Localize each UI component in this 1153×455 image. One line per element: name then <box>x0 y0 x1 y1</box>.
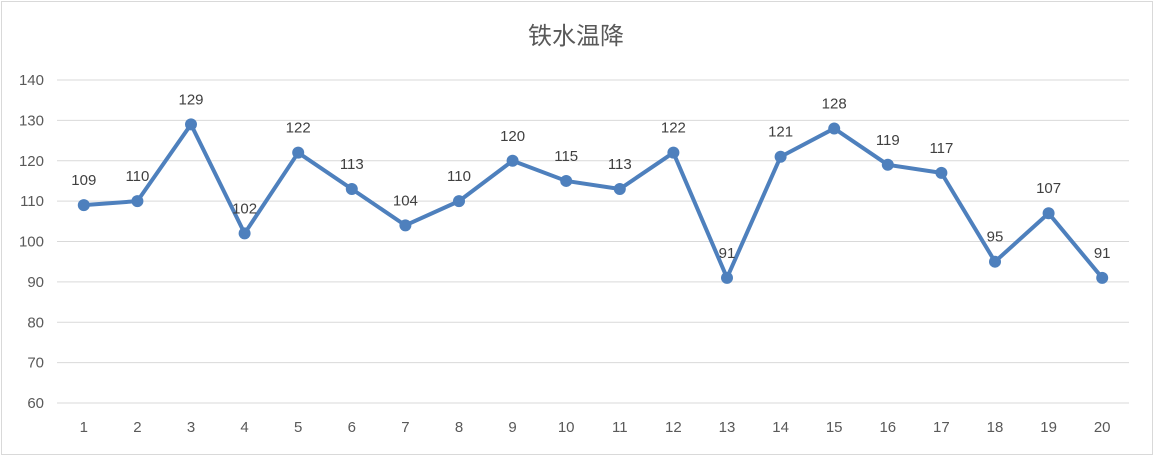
data-label: 95 <box>987 229 1004 246</box>
data-point <box>1042 207 1055 220</box>
x-axis-ticks: 1 2 3 4 5 6 7 8 9 10 11 12 13 14 15 16 17 18 19 20 <box>80 419 1111 436</box>
data-label: 121 <box>768 124 793 141</box>
x-tick-label: 6 <box>348 419 356 436</box>
data-label: 104 <box>393 192 418 209</box>
data-point <box>560 174 573 187</box>
data-label: 129 <box>178 91 203 108</box>
y-tick-label: 90 <box>27 274 44 291</box>
data-label: 91 <box>1094 245 1111 262</box>
y-tick-label: 60 <box>27 395 44 412</box>
data-label: 122 <box>286 120 311 137</box>
data-point <box>185 118 197 131</box>
data-label: 122 <box>661 120 686 137</box>
data-label: 109 <box>71 172 96 189</box>
x-tick-label: 8 <box>455 419 463 436</box>
x-tick-label: 9 <box>508 419 516 436</box>
x-tick-label: 16 <box>879 419 896 436</box>
x-tick-label: 2 <box>133 419 141 436</box>
chart-title: 铁水温降 <box>528 22 624 50</box>
data-label: 117 <box>929 140 953 157</box>
data-point <box>506 154 519 167</box>
y-tick-label: 100 <box>19 234 44 251</box>
data-label: 110 <box>447 168 471 185</box>
data-point <box>292 146 305 159</box>
x-tick-label: 19 <box>1040 419 1057 436</box>
data-label: 110 <box>125 168 149 185</box>
series-layer <box>77 118 1109 284</box>
data-point <box>828 122 841 135</box>
data-point <box>238 227 251 240</box>
x-tick-label: 7 <box>401 419 409 436</box>
data-point <box>721 271 733 284</box>
x-tick-label: 3 <box>187 419 195 436</box>
data-label: 120 <box>500 128 525 145</box>
y-tick-label: 80 <box>27 314 44 331</box>
x-tick-label: 15 <box>826 419 843 436</box>
data-point <box>453 195 465 208</box>
y-tick-label: 120 <box>19 153 44 170</box>
series-line <box>81 122 1105 280</box>
data-point <box>613 183 626 196</box>
x-tick-label: 4 <box>240 419 248 436</box>
data-point <box>1096 271 1109 284</box>
data-label: 113 <box>340 156 364 173</box>
y-axis-ticks: 60 70 80 90 100 110 120 130 140 <box>19 72 44 412</box>
x-tick-label: 10 <box>558 419 575 436</box>
data-label: 113 <box>608 156 632 173</box>
data-point <box>345 183 358 196</box>
data-point <box>881 158 894 171</box>
data-point <box>131 195 144 208</box>
gridlines <box>57 79 1129 404</box>
y-tick-label: 140 <box>19 72 44 89</box>
data-label: 91 <box>719 245 736 262</box>
x-tick-label: 17 <box>933 419 950 436</box>
data-point <box>774 150 787 163</box>
data-label: 102 <box>232 200 257 217</box>
x-tick-label: 5 <box>294 419 302 436</box>
y-tick-label: 110 <box>20 193 44 210</box>
x-tick-label: 12 <box>665 419 682 436</box>
x-tick-label: 14 <box>772 419 789 436</box>
data-point <box>399 219 412 232</box>
data-label: 107 <box>1036 180 1061 197</box>
x-tick-label: 11 <box>612 419 628 436</box>
data-point <box>667 146 680 159</box>
y-tick-label: 130 <box>19 112 44 129</box>
x-tick-label: 20 <box>1094 419 1111 436</box>
y-tick-label: 70 <box>27 355 44 372</box>
data-label: 115 <box>554 148 578 165</box>
data-label: 128 <box>822 95 847 112</box>
data-point <box>989 255 1001 268</box>
x-tick-label: 13 <box>719 419 736 436</box>
data-point <box>77 199 90 212</box>
data-labels: 109 110 129 102 122 113 104 110 120 115 113 122 91 12… <box>71 91 1110 261</box>
data-label: 119 <box>876 132 900 149</box>
data-point <box>935 166 948 179</box>
x-tick-label: 1 <box>80 419 88 436</box>
x-tick-label: 18 <box>987 419 1004 436</box>
